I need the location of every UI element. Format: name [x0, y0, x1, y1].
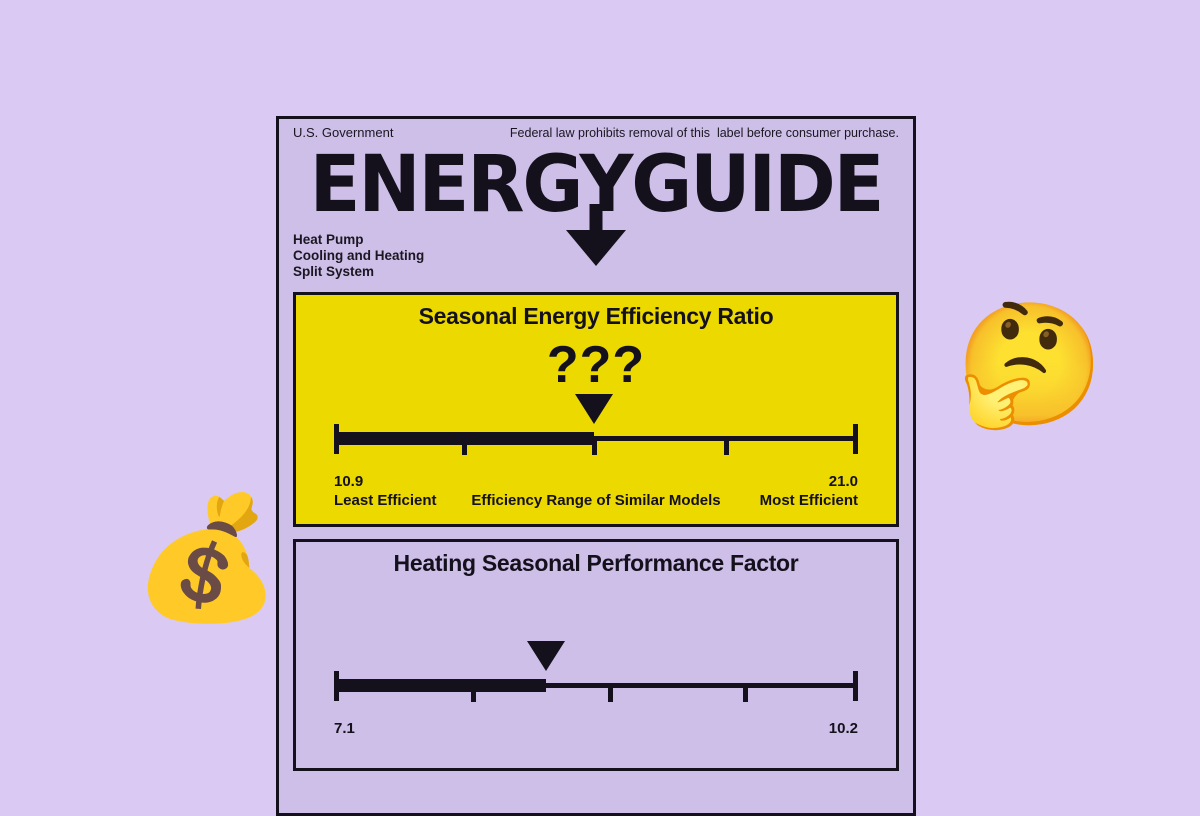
label-header-row: U.S. Government Federal law prohibits re…	[293, 119, 899, 147]
scale-tick	[462, 441, 468, 455]
seer-max-label: 21.0 Most Efficient	[760, 472, 858, 510]
seer-panel: Seasonal Energy Efficiency Ratio ??? 10.…	[293, 292, 899, 527]
scale-tick	[743, 688, 749, 702]
seer-min-label: 10.9 Least Efficient	[334, 472, 437, 510]
seer-scale-marker	[575, 394, 614, 424]
hspf-scale-cap-right	[853, 671, 858, 701]
hspf-scale-line	[334, 671, 858, 705]
hspf-min-value: 7.1	[334, 720, 355, 737]
thinking-face-icon: 🤔	[955, 298, 1105, 432]
scale-tick	[592, 441, 598, 455]
scale-tick	[607, 688, 613, 702]
energyguide-label-card: U.S. Government Federal law prohibits re…	[276, 116, 916, 816]
down-arrow-icon	[566, 204, 626, 266]
seer-max-qualifier: Most Efficient	[759, 492, 858, 509]
hspf-scale-marker	[526, 641, 565, 671]
product-line-1: Heat Pump	[293, 232, 364, 247]
seer-scale-labels: 10.9 Least Efficient 21.0 Most Efficient…	[334, 472, 858, 514]
seer-scale-cap-right	[853, 424, 858, 454]
seer-scale-fill	[334, 432, 595, 445]
scale-tick	[470, 688, 476, 702]
federal-law-notice: Federal law prohibits removal of this la…	[509, 126, 899, 140]
seer-panel-title: Seasonal Energy Efficiency Ratio	[418, 303, 774, 329]
money-bag-icon: 💰	[132, 491, 282, 625]
hspf-scale-labels: 7.1 10.2	[334, 719, 858, 761]
scale-tick	[723, 441, 729, 455]
hspf-scale-fill	[334, 679, 546, 692]
product-line-2: Cooling and Heating	[293, 248, 425, 263]
us-government-text: U.S. Government	[293, 125, 394, 140]
hspf-max-label: 10.2	[829, 719, 858, 738]
seer-scale	[334, 394, 858, 472]
hspf-scale-cap-left	[334, 671, 339, 701]
product-description: Heat Pump Cooling and Heating Split Syst…	[293, 232, 899, 280]
hspf-min-label: 7.1	[334, 719, 355, 738]
hspf-scale	[334, 641, 858, 719]
hspf-max-value: 10.2	[828, 720, 858, 737]
product-line-3: Split System	[293, 264, 375, 279]
seer-scale-rule	[334, 436, 858, 441]
hspf-panel: Heating Seasonal Performance Factor 7.1 …	[293, 539, 899, 771]
seer-range-caption: Efficiency Range of Similar Models	[471, 492, 721, 509]
hspf-panel-title: Heating Seasonal Performance Factor	[393, 550, 799, 576]
arrow-head	[566, 230, 626, 266]
seer-value: ???	[546, 336, 646, 394]
seer-max-value: 21.0	[828, 473, 858, 490]
seer-scale-line	[334, 424, 858, 458]
seer-min-value: 10.9	[334, 473, 364, 490]
energyguide-wordmark-block: ENERGYGUIDE	[293, 146, 899, 266]
seer-min-qualifier: Least Efficient	[334, 492, 437, 509]
seer-scale-cap-left	[334, 424, 339, 454]
hspf-scale-rule	[334, 683, 858, 688]
